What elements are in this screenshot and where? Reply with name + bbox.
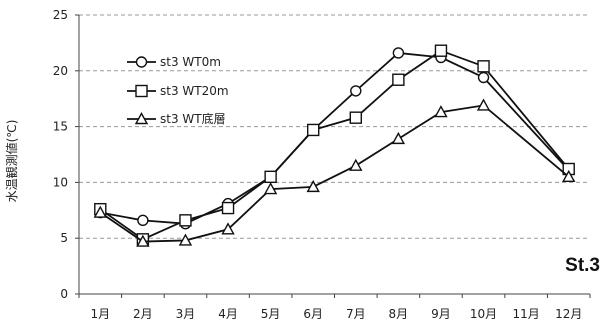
data-point (221, 201, 235, 215)
series-group (93, 44, 576, 247)
y-tick-labels: 0 5 10 15 20 25 (53, 8, 79, 301)
data-point (477, 71, 490, 84)
x-tick-label: 12月 (555, 307, 582, 321)
legend-marker (135, 84, 148, 98)
x-tick-label: 8月 (389, 307, 409, 321)
data-point (178, 233, 193, 246)
x-tick-label: 3月 (176, 307, 196, 321)
series-line (99, 49, 570, 241)
station-label: St.3 (565, 255, 600, 276)
x-tick-label: 2月 (133, 307, 153, 321)
data-point (562, 169, 576, 183)
y-tick-label: 20 (53, 64, 68, 78)
gridlines (79, 14, 590, 239)
legend-label: st3 WT0m (160, 55, 221, 69)
series-line (100, 52, 570, 225)
y-tick-label: 5 (60, 231, 68, 245)
legend-label: st3 WT底層 (160, 111, 226, 126)
data-point (434, 44, 448, 57)
x-tick-labels: 1月 2月 3月 4月 5月 6月 7月 8月 9月 10月 11月 12月 (78, 294, 591, 321)
legend-marker (135, 56, 148, 68)
x-tick-label: 7月 (346, 307, 366, 321)
x-tick-label: 6月 (303, 307, 323, 321)
x-tick-label: 1月 (90, 307, 110, 321)
data-point (434, 105, 448, 118)
data-point (476, 98, 491, 111)
legend: st3 WT0m st3 WT20m st3 WT底層 (127, 55, 229, 126)
y-tick-label: 25 (53, 8, 68, 22)
y-tick-label: 10 (53, 175, 68, 189)
data-point (137, 214, 149, 227)
data-point (264, 170, 277, 184)
data-point (307, 123, 320, 137)
x-tick-label: 9月 (431, 307, 451, 321)
data-point (221, 222, 235, 235)
data-point (392, 73, 405, 86)
x-tick-label: 10月 (470, 307, 497, 321)
data-point (477, 60, 490, 73)
data-point (263, 182, 278, 195)
y-tick-label: 0 (60, 287, 68, 301)
data-point (391, 131, 406, 145)
series-3 (93, 98, 576, 247)
data-point (349, 111, 362, 124)
data-point (392, 47, 405, 59)
data-point (179, 214, 192, 227)
series-1 (94, 47, 575, 230)
x-tick-label: 4月 (218, 307, 238, 321)
data-point (350, 85, 362, 97)
data-point (349, 158, 363, 171)
legend-label: st3 WT20m (160, 84, 229, 98)
x-tick-label: 5月 (261, 307, 281, 321)
legend-entry: st3 WT底層 (127, 111, 226, 126)
legend-marker (134, 112, 149, 125)
legend-entry: st3 WT20m (127, 84, 229, 98)
data-point (136, 234, 150, 247)
data-point (306, 179, 320, 193)
y-tick-label: 15 (53, 120, 68, 134)
series-2 (94, 44, 575, 246)
data-point (93, 205, 107, 218)
x-tick-label: 11月 (512, 307, 539, 321)
y-axis-label: 水温観測値(℃) (4, 120, 19, 203)
legend-entry: st3 WT0m (127, 55, 221, 69)
